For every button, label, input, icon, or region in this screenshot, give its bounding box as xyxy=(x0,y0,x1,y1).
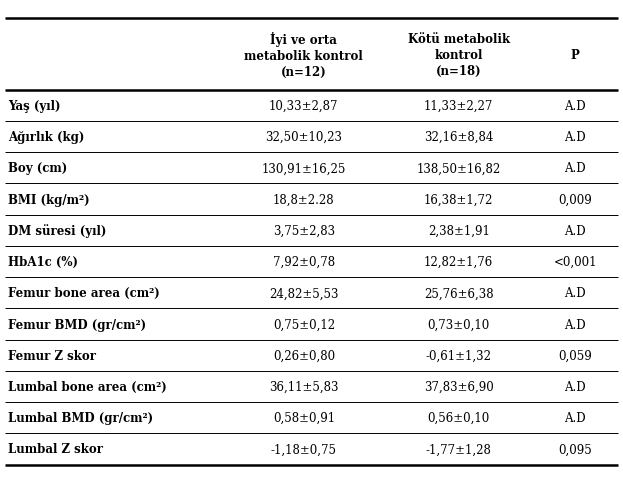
Text: HbA1c (%): HbA1c (%) xyxy=(8,256,78,269)
Text: 0,095: 0,095 xyxy=(558,442,592,455)
Text: Boy (cm): Boy (cm) xyxy=(8,162,67,175)
Text: Kötü metabolik
kontrol
(n=18): Kötü metabolik kontrol (n=18) xyxy=(407,32,510,77)
Text: A.D: A.D xyxy=(564,411,586,424)
Text: A.D: A.D xyxy=(564,162,586,175)
Text: Femur Z skor: Femur Z skor xyxy=(8,349,96,362)
Text: 24,82±5,53: 24,82±5,53 xyxy=(269,287,338,300)
Text: 37,83±6,90: 37,83±6,90 xyxy=(424,380,493,393)
Text: BMI (kg/m²): BMI (kg/m²) xyxy=(8,193,90,206)
Text: 16,38±1,72: 16,38±1,72 xyxy=(424,193,493,206)
Text: 2,38±1,91: 2,38±1,91 xyxy=(428,225,490,237)
Text: 10,33±2,87: 10,33±2,87 xyxy=(269,100,338,113)
Text: 0,58±0,91: 0,58±0,91 xyxy=(273,411,335,424)
Text: DM süresi (yıl): DM süresi (yıl) xyxy=(8,224,107,238)
Text: -0,61±1,32: -0,61±1,32 xyxy=(426,349,492,362)
Text: 0,009: 0,009 xyxy=(558,193,592,206)
Text: A.D: A.D xyxy=(564,225,586,237)
Text: 0,73±0,10: 0,73±0,10 xyxy=(427,318,490,331)
Text: P: P xyxy=(571,48,579,61)
Text: İyi ve orta
metabolik kontrol
(n=12): İyi ve orta metabolik kontrol (n=12) xyxy=(244,31,363,78)
Text: 25,76±6,38: 25,76±6,38 xyxy=(424,287,493,300)
Text: 138,50±16,82: 138,50±16,82 xyxy=(417,162,501,175)
Text: 0,56±0,10: 0,56±0,10 xyxy=(427,411,490,424)
Text: 0,059: 0,059 xyxy=(558,349,592,362)
Text: Lumbal BMD (gr/cm²): Lumbal BMD (gr/cm²) xyxy=(8,411,153,424)
Text: 36,11±5,83: 36,11±5,83 xyxy=(269,380,338,393)
Text: 0,26±0,80: 0,26±0,80 xyxy=(273,349,335,362)
Text: Femur BMD (gr/cm²): Femur BMD (gr/cm²) xyxy=(8,318,146,331)
Text: 0,75±0,12: 0,75±0,12 xyxy=(273,318,335,331)
Text: Lumbal Z skor: Lumbal Z skor xyxy=(8,442,103,455)
Text: A.D: A.D xyxy=(564,380,586,393)
Text: -1,77±1,28: -1,77±1,28 xyxy=(426,442,492,455)
Text: 32,50±10,23: 32,50±10,23 xyxy=(265,131,342,144)
Text: Ağırlık (kg): Ağırlık (kg) xyxy=(8,131,85,144)
Text: A.D: A.D xyxy=(564,131,586,144)
Text: A.D: A.D xyxy=(564,287,586,300)
Text: -1,18±0,75: -1,18±0,75 xyxy=(271,442,337,455)
Text: 3,75±2,83: 3,75±2,83 xyxy=(273,225,335,237)
Text: 32,16±8,84: 32,16±8,84 xyxy=(424,131,493,144)
Text: <0,001: <0,001 xyxy=(553,256,597,269)
Text: 11,33±2,27: 11,33±2,27 xyxy=(424,100,493,113)
Text: Lumbal bone area (cm²): Lumbal bone area (cm²) xyxy=(8,380,167,393)
Text: A.D: A.D xyxy=(564,100,586,113)
Text: 12,82±1,76: 12,82±1,76 xyxy=(424,256,493,269)
Text: 18,8±2.28: 18,8±2.28 xyxy=(273,193,335,206)
Text: 130,91±16,25: 130,91±16,25 xyxy=(262,162,346,175)
Text: 7,92±0,78: 7,92±0,78 xyxy=(273,256,335,269)
Text: A.D: A.D xyxy=(564,318,586,331)
Text: Yaş (yıl): Yaş (yıl) xyxy=(8,100,60,113)
Text: Femur bone area (cm²): Femur bone area (cm²) xyxy=(8,287,160,300)
